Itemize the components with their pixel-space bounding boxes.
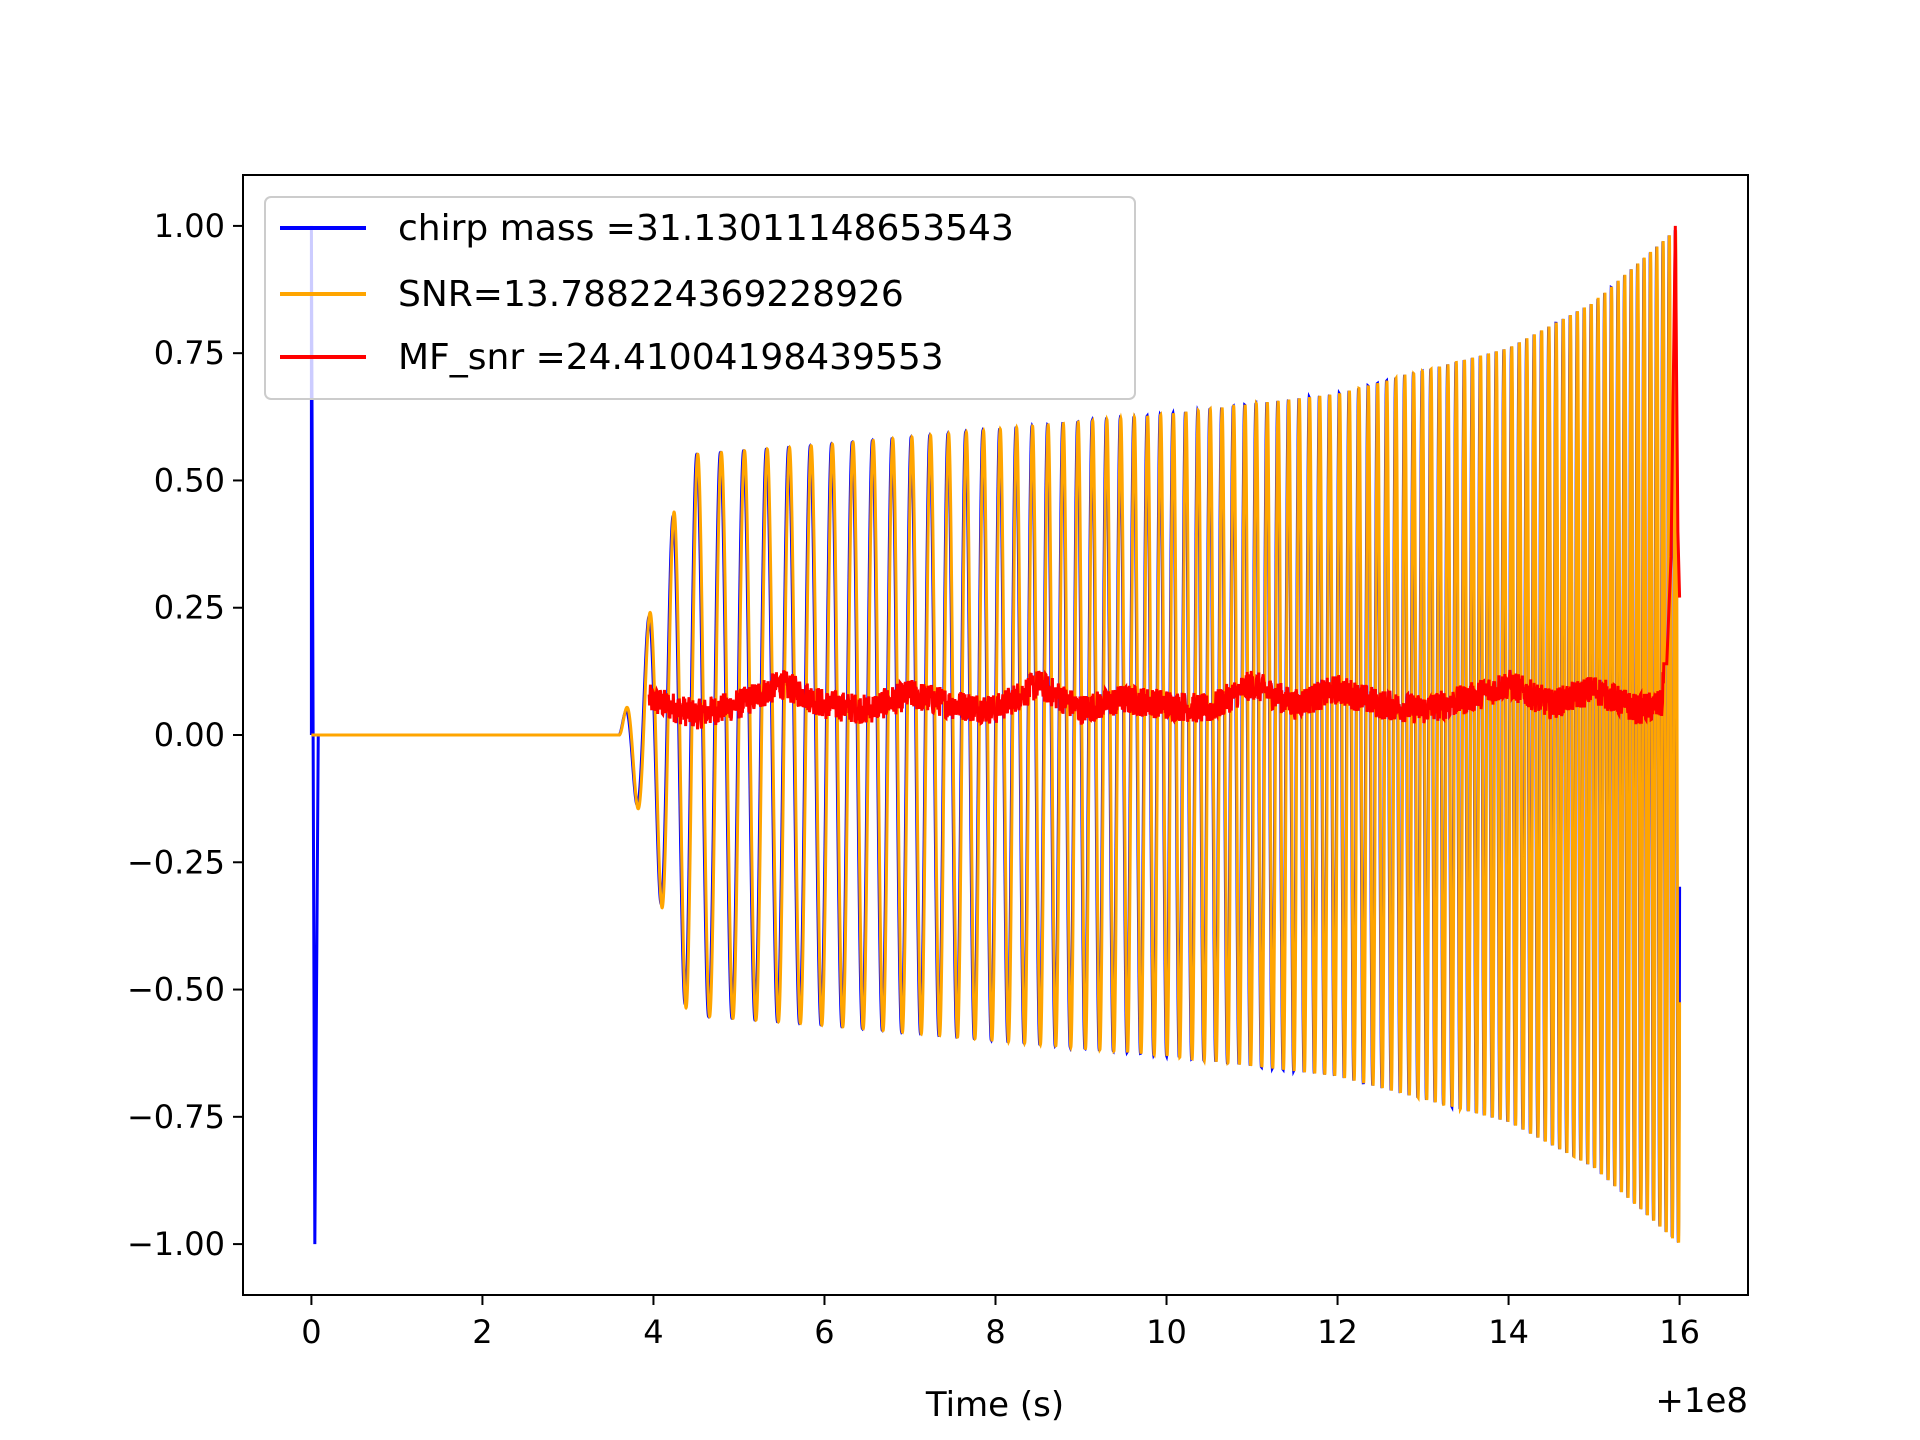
legend-label-snr: SNR=13.788224369228926 xyxy=(398,274,904,315)
mf-snr-line xyxy=(647,225,1682,730)
x-tick-label: 10 xyxy=(1146,1313,1187,1351)
x-tick-label: 2 xyxy=(472,1313,492,1351)
legend-label-chirp: chirp mass =31.13011148653543 xyxy=(398,208,1014,249)
series-layer xyxy=(309,225,1682,1245)
y-tick-label: −1.00 xyxy=(127,1225,225,1263)
snr-line xyxy=(311,229,1682,1243)
y-tick-label: 1.00 xyxy=(154,207,225,245)
series-snr xyxy=(311,229,1682,1243)
y-tick-label: −0.50 xyxy=(127,971,225,1009)
x-tick-label: 8 xyxy=(985,1313,1005,1351)
x-tick-label: 16 xyxy=(1659,1313,1700,1351)
x-axis-label: Time (s) xyxy=(925,1385,1064,1425)
series-mf-snr xyxy=(647,225,1682,730)
x-tick-label: 0 xyxy=(301,1313,321,1351)
legend: chirp mass =31.13011148653543 SNR=13.788… xyxy=(264,196,1136,400)
y-tick-label: 0.00 xyxy=(154,716,225,754)
x-axis-ticks: 0 2 4 6 8 10 12 14 16 xyxy=(301,1295,1700,1351)
y-tick-label: −0.75 xyxy=(127,1098,225,1136)
legend-box xyxy=(264,196,1136,400)
x-offset-label: +1e8 xyxy=(1655,1381,1748,1421)
y-tick-label: 0.25 xyxy=(154,589,225,627)
y-tick-label: 0.50 xyxy=(154,461,225,499)
y-axis-ticks: 1.00 0.75 0.50 0.25 0.00 −0.25 −0.50 −0.75 −1.00 xyxy=(127,207,243,1263)
legend-label-mf-snr: MF_snr =24.41004198439553 xyxy=(398,337,944,378)
y-tick-label: 0.75 xyxy=(154,334,225,372)
x-tick-label: 6 xyxy=(814,1313,834,1351)
x-tick-label: 12 xyxy=(1317,1313,1358,1351)
x-tick-label: 14 xyxy=(1488,1313,1529,1351)
y-tick-label: −0.25 xyxy=(127,843,225,881)
x-tick-label: 4 xyxy=(643,1313,663,1351)
